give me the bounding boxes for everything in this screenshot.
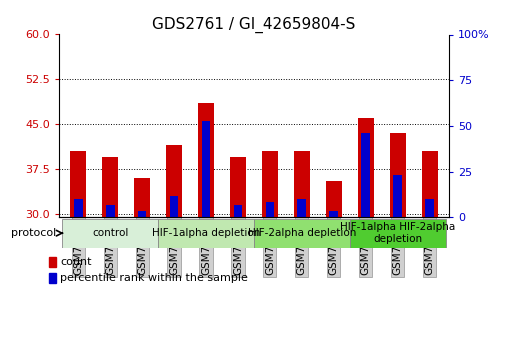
Bar — [361, 134, 370, 217]
Bar — [329, 211, 338, 217]
Text: control: control — [92, 228, 128, 238]
Bar — [350, 219, 446, 248]
Bar — [202, 121, 210, 217]
Title: GDS2761 / GI_42659804-S: GDS2761 / GI_42659804-S — [152, 17, 356, 33]
Bar — [198, 104, 214, 217]
Bar — [170, 196, 179, 217]
Bar — [358, 118, 374, 217]
Bar — [326, 181, 342, 217]
Text: HIF-1alpha depletion: HIF-1alpha depletion — [152, 228, 260, 238]
Bar — [62, 219, 158, 248]
Bar — [298, 199, 306, 217]
Bar — [422, 151, 438, 217]
Bar — [49, 257, 56, 267]
Text: HIF-1alpha HIF-2alpha
depletion: HIF-1alpha HIF-2alpha depletion — [340, 222, 456, 244]
Bar — [233, 205, 242, 217]
Bar — [70, 151, 86, 217]
Bar — [294, 151, 310, 217]
Bar — [425, 199, 434, 217]
Bar — [262, 151, 278, 217]
Bar — [137, 211, 147, 217]
Bar — [390, 134, 406, 217]
Bar — [166, 145, 182, 217]
Bar — [266, 203, 274, 217]
Bar — [106, 205, 114, 217]
Bar — [134, 178, 150, 217]
Text: HIF-2alpha depletion: HIF-2alpha depletion — [248, 228, 356, 238]
Bar — [74, 199, 83, 217]
Text: protocol: protocol — [11, 228, 60, 238]
Bar — [230, 157, 246, 217]
Bar — [158, 219, 254, 248]
Bar — [254, 219, 350, 248]
Bar — [102, 157, 118, 217]
Bar — [393, 175, 402, 217]
Text: count: count — [60, 257, 91, 267]
Bar — [49, 273, 56, 283]
Text: percentile rank within the sample: percentile rank within the sample — [60, 273, 248, 283]
